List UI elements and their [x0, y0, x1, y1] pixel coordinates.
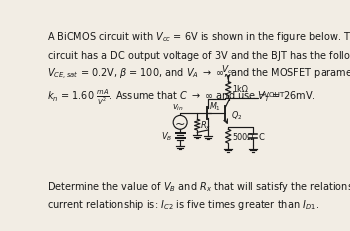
Text: $R_x$: $R_x$ — [200, 119, 212, 131]
Text: A BiCMOS circuit with $V_{cc}$ = 6V is shown in the figure below. The voltage $V: A BiCMOS circuit with $V_{cc}$ = 6V is s… — [47, 30, 350, 107]
Text: $v_{in}$: $v_{in}$ — [172, 102, 184, 113]
Text: $M_1$: $M_1$ — [209, 100, 221, 112]
Text: $V_B$: $V_B$ — [161, 130, 173, 143]
Text: →VOUT: →VOUT — [258, 91, 285, 97]
Text: 1kΩ: 1kΩ — [232, 85, 248, 94]
Text: C: C — [258, 132, 264, 141]
Text: $Q_2$: $Q_2$ — [231, 109, 243, 121]
Text: $V_{cc}$: $V_{cc}$ — [221, 63, 236, 75]
Text: Determine the value of $V_B$ and $R_x$ that will satisfy the relationship betwee: Determine the value of $V_B$ and $R_x$ t… — [47, 179, 350, 211]
Text: ~: ~ — [175, 117, 186, 130]
Text: 500Ω: 500Ω — [232, 132, 253, 141]
